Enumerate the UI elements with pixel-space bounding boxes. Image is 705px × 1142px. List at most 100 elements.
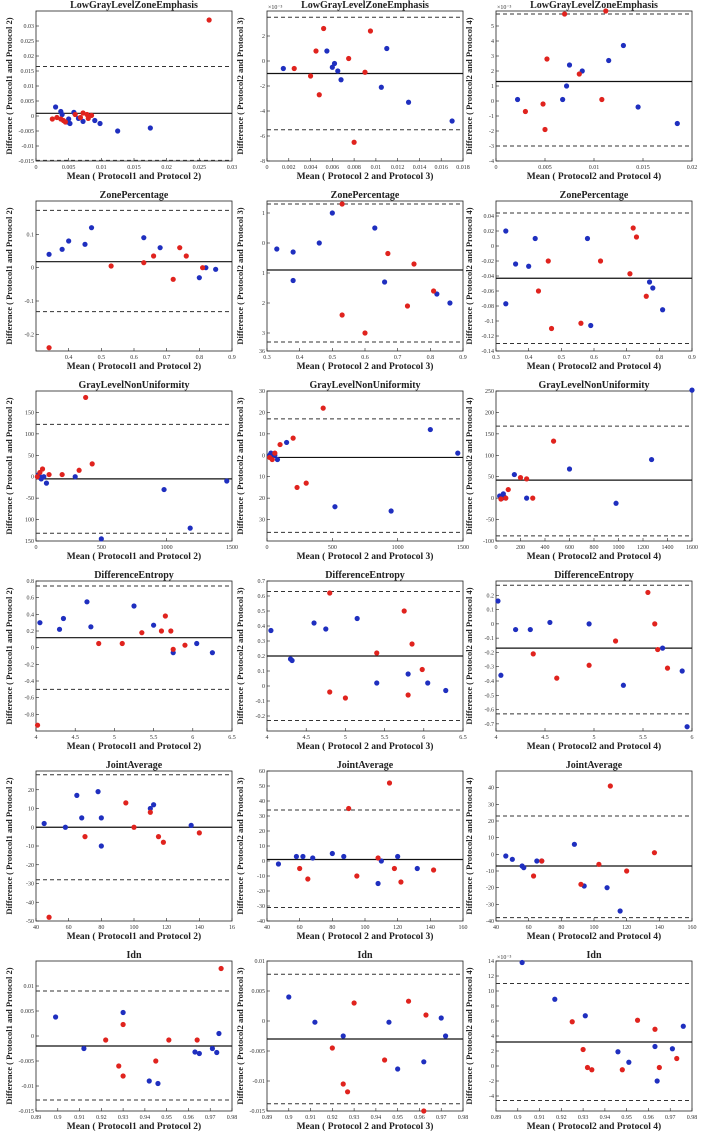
red-data-point bbox=[634, 1017, 641, 1023]
y-tick-label: 0 bbox=[31, 1034, 34, 1040]
red-data-point bbox=[569, 1019, 575, 1025]
y-tick-label: -0.1 bbox=[256, 699, 266, 705]
red-data-point bbox=[578, 320, 584, 326]
chart-title: ZonePercentage bbox=[560, 190, 629, 201]
blue-data-point bbox=[80, 118, 86, 124]
blue-data-point bbox=[81, 1045, 87, 1052]
chart-panel-12: DifferenceEntropy 4 4.5 5 5.5 6 -0.7 -0.6 -0.5 -0… bbox=[464, 570, 694, 752]
y-axis-label: Difference ( Protocol1 and Protocol 2) bbox=[4, 967, 14, 1104]
y-tick-label: 0.025 bbox=[21, 39, 35, 45]
x-tick-label: 0.93 bbox=[578, 1115, 589, 1121]
x-axis-label: Mean ( Protocol 2 and Protocol 3) bbox=[297, 551, 434, 562]
y-tick-label: -2 bbox=[489, 129, 494, 135]
blue-data-point bbox=[443, 687, 449, 694]
red-data-point bbox=[545, 258, 551, 264]
blue-data-point bbox=[329, 210, 335, 216]
y-axis-label: Difference ( Protocol2 and Protocol 4) bbox=[464, 587, 474, 724]
y-axis-label: Difference ( Protocol1 and Protocol 2) bbox=[4, 587, 14, 724]
x-tick-label: 6 bbox=[422, 735, 425, 741]
y-tick-label: 0.01 bbox=[24, 84, 35, 90]
x-tick-label: 80 bbox=[329, 925, 335, 931]
blue-data-point bbox=[615, 1049, 621, 1055]
blue-data-point bbox=[46, 251, 52, 257]
blue-data-point bbox=[293, 853, 299, 860]
blue-data-point bbox=[405, 99, 412, 105]
blue-data-point bbox=[378, 84, 384, 90]
x-tick-label: 40 bbox=[493, 925, 499, 931]
blue-data-point bbox=[310, 855, 316, 861]
blue-data-point bbox=[382, 279, 388, 285]
red-data-point bbox=[49, 116, 55, 122]
x-tick-label: 1500 bbox=[226, 545, 238, 551]
chart-title: DifferenceEntropy bbox=[325, 570, 405, 581]
blue-data-point bbox=[268, 627, 274, 634]
red-data-point bbox=[119, 640, 125, 647]
blue-data-point bbox=[84, 599, 90, 605]
blue-data-point bbox=[604, 885, 610, 891]
y-tick-label: 0.3 bbox=[258, 639, 266, 645]
chart-title: DifferenceEntropy bbox=[94, 570, 174, 581]
y-tick-label: -50 bbox=[26, 919, 34, 925]
x-tick-label: 0.4 bbox=[296, 355, 304, 361]
red-data-point bbox=[375, 855, 381, 861]
chart-title: DifferenceEntropy bbox=[554, 570, 634, 581]
blue-data-point bbox=[216, 1030, 222, 1037]
red-data-point bbox=[59, 471, 65, 478]
y-tick-label: 0.7 bbox=[258, 579, 266, 585]
y-tick-label: 30 bbox=[259, 389, 265, 395]
x-tick-label: 0.96 bbox=[643, 1115, 654, 1121]
red-data-point bbox=[155, 834, 162, 840]
red-data-point bbox=[656, 1064, 662, 1071]
y-tick-label: -10 bbox=[486, 869, 494, 875]
x-tick-label: 0.6 bbox=[590, 355, 598, 361]
x-tick-label: 0.8 bbox=[656, 355, 664, 361]
red-data-point bbox=[627, 271, 633, 277]
y-exponent-label: ×10⁻³ bbox=[497, 5, 512, 11]
blue-data-point bbox=[547, 619, 553, 626]
red-data-point bbox=[586, 662, 592, 668]
x-tick-label: 100 bbox=[130, 925, 139, 931]
y-tick-label: -30 bbox=[486, 902, 494, 908]
blue-data-point bbox=[606, 57, 612, 64]
y-tick-label: 0 bbox=[491, 852, 494, 858]
red-data-point bbox=[419, 666, 425, 673]
blue-data-point bbox=[332, 504, 338, 510]
x-tick-label: 0.5 bbox=[98, 355, 106, 361]
blue-data-point bbox=[447, 300, 453, 306]
blue-data-point bbox=[620, 42, 627, 49]
red-data-point bbox=[272, 450, 278, 456]
x-tick-label: 0.015 bbox=[127, 165, 141, 171]
y-tick-label: 0.1 bbox=[487, 608, 495, 614]
y-tick-label: 100 bbox=[25, 432, 34, 438]
blue-data-point bbox=[620, 682, 627, 688]
red-data-point bbox=[578, 881, 584, 887]
y-exponent-label: ×10⁻³ bbox=[497, 955, 512, 961]
blue-data-point bbox=[388, 508, 394, 514]
y-tick-label: 40 bbox=[488, 786, 494, 792]
blue-data-point bbox=[421, 1059, 427, 1065]
blue-data-point bbox=[98, 843, 104, 849]
blue-data-point bbox=[41, 820, 47, 827]
chart-panel-8: GrayLevelNonUniformity 0 500 1000 1500 30 20 10… bbox=[235, 380, 469, 562]
chart-panel-18: Idn ×10⁻³ 0.89 0.9 0.91 0.92 0.93 0.94 0.95 0.96 0… bbox=[464, 950, 697, 1132]
red-data-point bbox=[123, 800, 129, 806]
x-tick-label: 0.93 bbox=[118, 1115, 129, 1121]
blue-data-point bbox=[53, 104, 59, 110]
x-tick-label: 0.89 bbox=[262, 1115, 273, 1121]
x-tick-label: 40 bbox=[264, 925, 270, 931]
x-tick-label: 4 bbox=[495, 735, 498, 741]
red-data-point bbox=[76, 467, 82, 473]
blue-data-point bbox=[146, 1078, 152, 1084]
red-data-point bbox=[168, 628, 174, 634]
y-axis-label: Difference ( Protocol1 and Protocol 2) bbox=[4, 17, 14, 154]
x-axis-label: Mean ( Protocol 2 and Protocol 3) bbox=[297, 1121, 434, 1132]
red-data-point bbox=[194, 1037, 200, 1043]
y-axis-label: Difference ( Protocol2 and Protocol 4) bbox=[464, 397, 474, 534]
chart-title: LowGrayLevelZoneEmphasis bbox=[70, 0, 198, 11]
y-tick-label: -0.015 bbox=[19, 1109, 35, 1115]
x-tick-label: 100 bbox=[590, 925, 599, 931]
x-tick-label: 5.5 bbox=[639, 735, 647, 741]
y-tick-label: 20 bbox=[259, 496, 265, 502]
chart-panel-16: Idn 0.89 0.9 0.91 0.92 0.93 0.94 0.95 0.96 0.97 0.… bbox=[4, 950, 237, 1132]
x-tick-label: 1000 bbox=[161, 545, 173, 551]
